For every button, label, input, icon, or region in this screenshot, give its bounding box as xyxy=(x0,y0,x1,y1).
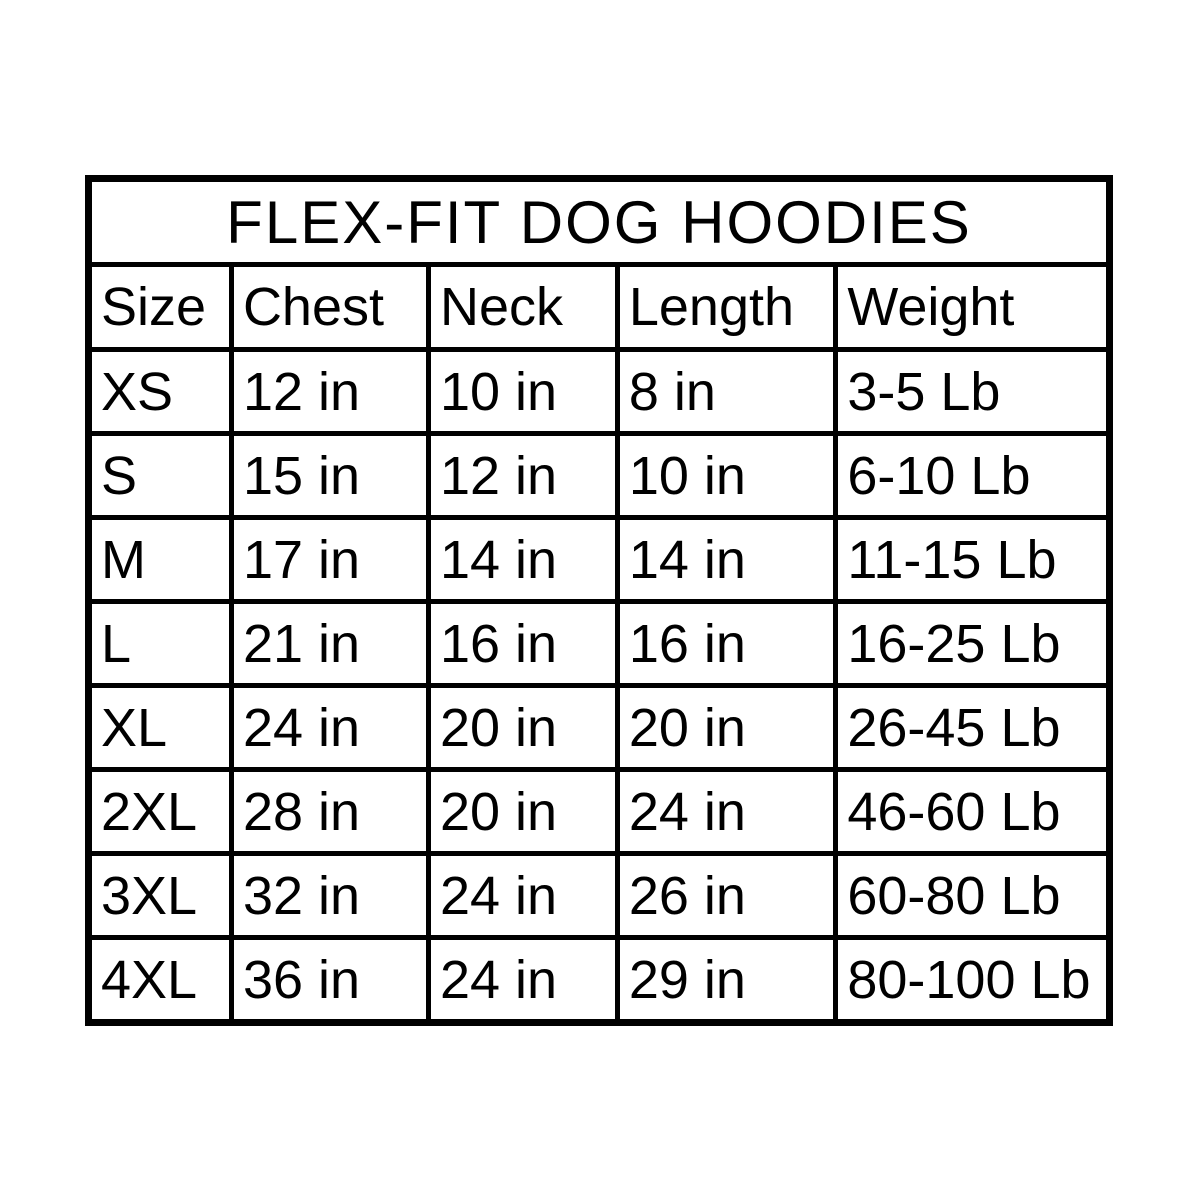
table-cell: 26 in xyxy=(614,851,839,940)
size-cell: S xyxy=(86,431,234,520)
table-cell: 20 in xyxy=(614,683,839,772)
table-row: XL 24 in 20 in 20 in 26-45 Lb xyxy=(86,683,1112,772)
column-header-size: Size xyxy=(86,262,234,352)
table-cell: 10 in xyxy=(614,431,839,520)
table-cell: 32 in xyxy=(228,851,431,940)
size-chart-table: FLEX-FIT DOG HOODIES Size Chest Neck Length… xyxy=(85,175,1113,1026)
table-cell: 20 in xyxy=(425,683,620,772)
column-header-chest: Chest xyxy=(228,262,431,352)
size-cell: XS xyxy=(86,347,234,436)
table-cell: 15 in xyxy=(228,431,431,520)
table-cell: 36 in xyxy=(228,935,431,1025)
table-cell: 14 in xyxy=(614,515,839,604)
table-cell: 24 in xyxy=(228,683,431,772)
size-cell: 2XL xyxy=(86,767,234,856)
table-cell: 8 in xyxy=(614,347,839,436)
size-cell: L xyxy=(86,599,234,688)
table-cell: 24 in xyxy=(425,935,620,1025)
table-cell: 20 in xyxy=(425,767,620,856)
table-cell: 24 in xyxy=(614,767,839,856)
table-cell: 12 in xyxy=(228,347,431,436)
size-cell: 4XL xyxy=(86,935,234,1025)
column-header-length: Length xyxy=(614,262,839,352)
column-header-neck: Neck xyxy=(425,262,620,352)
table-cell: 16-25 Lb xyxy=(833,599,1112,688)
table-cell: 6-10 Lb xyxy=(833,431,1112,520)
table-cell: 80-100 Lb xyxy=(833,935,1112,1025)
table-row: M 17 in 14 in 14 in 11-15 Lb xyxy=(86,515,1112,604)
table-cell: 12 in xyxy=(425,431,620,520)
table-cell: 24 in xyxy=(425,851,620,940)
table-cell: 46-60 Lb xyxy=(833,767,1112,856)
table-cell: 28 in xyxy=(228,767,431,856)
table-cell: 14 in xyxy=(425,515,620,604)
table-row: XS 12 in 10 in 8 in 3-5 Lb xyxy=(86,347,1112,436)
size-cell: XL xyxy=(86,683,234,772)
table-title: FLEX-FIT DOG HOODIES xyxy=(86,176,1112,267)
size-cell: 3XL xyxy=(86,851,234,940)
table-cell: 29 in xyxy=(614,935,839,1025)
table-cell: 26-45 Lb xyxy=(833,683,1112,772)
table-cell: 11-15 Lb xyxy=(833,515,1112,604)
table-row: S 15 in 12 in 10 in 6-10 Lb xyxy=(86,431,1112,520)
table-row: 2XL 28 in 20 in 24 in 46-60 Lb xyxy=(86,767,1112,856)
table-row: L 21 in 16 in 16 in 16-25 Lb xyxy=(86,599,1112,688)
table-cell: 16 in xyxy=(614,599,839,688)
table-cell: 21 in xyxy=(228,599,431,688)
size-cell: M xyxy=(86,515,234,604)
table-row: 3XL 32 in 24 in 26 in 60-80 Lb xyxy=(86,851,1112,940)
table-row: 4XL 36 in 24 in 29 in 80-100 Lb xyxy=(86,935,1112,1025)
table-cell: 17 in xyxy=(228,515,431,604)
table-cell: 10 in xyxy=(425,347,620,436)
table-header-row: Size Chest Neck Length Weight xyxy=(86,262,1112,352)
column-header-weight: Weight xyxy=(833,262,1112,352)
table-cell: 16 in xyxy=(425,599,620,688)
table-title-row: FLEX-FIT DOG HOODIES xyxy=(86,176,1112,267)
table-cell: 3-5 Lb xyxy=(833,347,1112,436)
table-cell: 60-80 Lb xyxy=(833,851,1112,940)
